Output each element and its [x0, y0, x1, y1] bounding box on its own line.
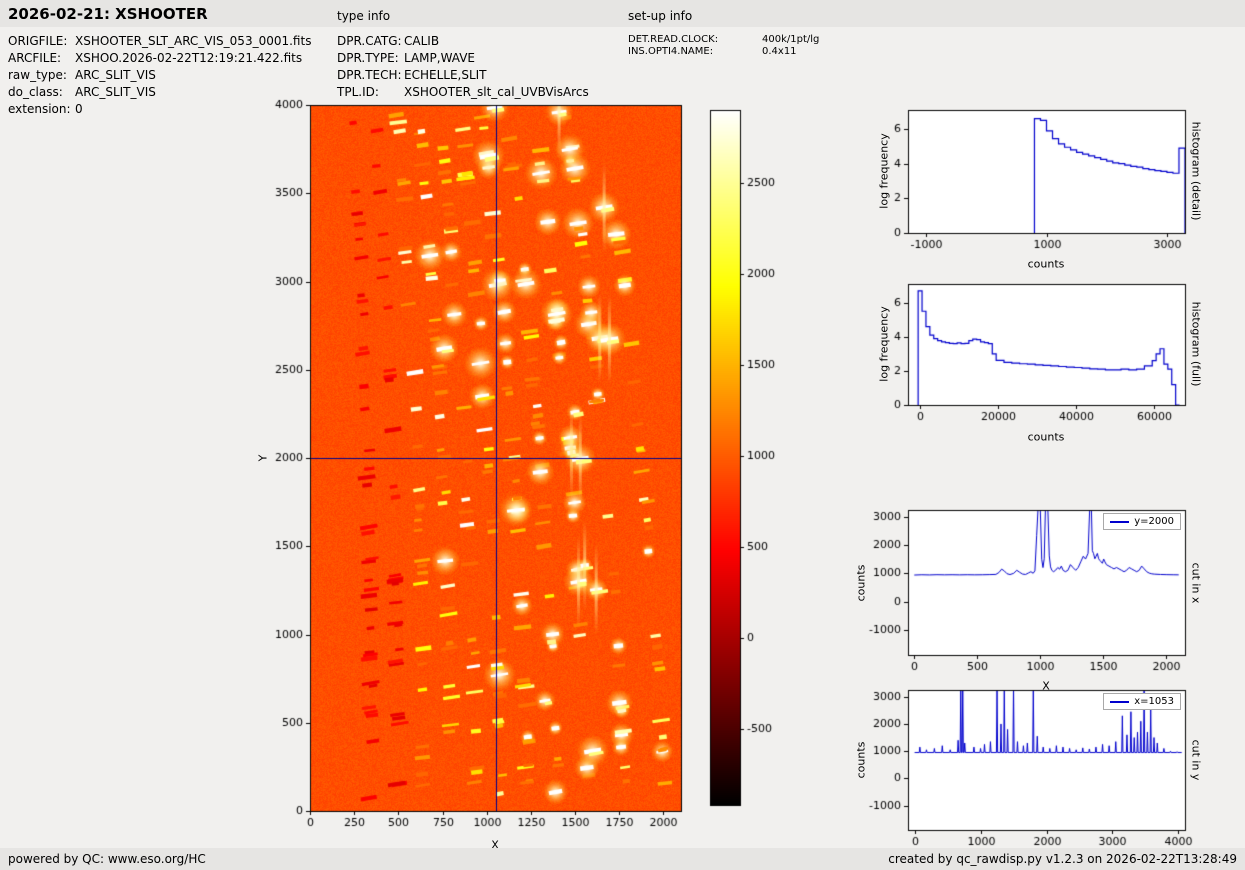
type-info-block: DPR.CATG: CALIB DPR.TYPE: LAMP,WAVE DPR.TE… — [337, 33, 589, 101]
cut-x-y-axis-label: counts — [854, 564, 868, 602]
main-x-axis-label: X — [491, 838, 499, 852]
footer-bar: powered by QC: www.eso.org/HC created by… — [0, 848, 1245, 870]
field-label: DET.READ.CLOCK: — [628, 34, 719, 45]
field-value: ARC_SLIT_VIS — [75, 85, 156, 99]
file-info-block: ORIGFILE: XSHOOTER_SLT_ARC_VIS_053_0001.f… — [8, 33, 311, 118]
setup-info-block: DET.READ.CLOCK: 400k/1pt/lg INS.OPTI4.NAM… — [628, 34, 819, 58]
cut-x-side-label: cut in x — [1189, 562, 1203, 604]
field-label: ARCFILE: — [8, 51, 62, 65]
cut-y-legend: x=1053 — [1103, 693, 1181, 710]
field-value: CALIB — [404, 34, 440, 48]
legend-line-swatch — [1110, 520, 1130, 523]
page-title: 2026-02-21: XSHOOTER — [8, 5, 208, 23]
file-info-row: ORIGFILE: XSHOOTER_SLT_ARC_VIS_053_0001.f… — [8, 33, 311, 50]
field-value: 0.4x11 — [762, 46, 797, 57]
legend-line-swatch — [1110, 700, 1130, 703]
cut-y-y-axis-label: counts — [854, 741, 868, 779]
setup-info-row: DET.READ.CLOCK: 400k/1pt/lg — [628, 34, 819, 46]
cut-x-x-axis-label: X — [1042, 679, 1050, 693]
type-info-row: DPR.CATG: CALIB — [337, 33, 589, 50]
type-info-row: DPR.TECH: ECHELLE,SLIT — [337, 67, 589, 84]
legend-label: y=2000 — [1134, 516, 1174, 527]
file-info-row: do_class: ARC_SLIT_VIS — [8, 84, 311, 101]
field-value: XSHOO.2026-02-22T12:19:21.422.fits — [75, 51, 303, 65]
setup-info-row: INS.OPTI4.NAME: 0.4x11 — [628, 46, 819, 58]
field-value: ECHELLE,SLIT — [404, 68, 487, 82]
footer-right-text: created by qc_rawdisp.py v1.2.3 on 2026-… — [888, 852, 1237, 866]
type-info-row: DPR.TYPE: LAMP,WAVE — [337, 50, 589, 67]
cut-y-side-label: cut in y — [1189, 739, 1203, 781]
hist-detail-side-label: histogram (detail) — [1189, 121, 1203, 221]
field-label: DPR.TYPE: — [337, 51, 399, 65]
file-info-row: ARCFILE: XSHOO.2026-02-22T12:19:21.422.fi… — [8, 50, 311, 67]
field-label: DPR.TECH: — [337, 68, 402, 82]
hist-full-x-axis-label: counts — [1027, 430, 1065, 444]
field-label: raw_type: — [8, 68, 67, 82]
field-value: 400k/1pt/lg — [762, 34, 820, 45]
field-label: DPR.CATG: — [337, 34, 402, 48]
setup-info-heading: set-up info — [628, 9, 693, 23]
field-label: extension: — [8, 102, 71, 116]
field-label: do_class: — [8, 85, 63, 99]
legend-label: x=1053 — [1134, 696, 1174, 707]
hist-full-y-axis-label: log frequency — [877, 306, 891, 382]
hist-full-side-label: histogram (full) — [1189, 301, 1203, 387]
field-label: ORIGFILE: — [8, 34, 68, 48]
header-bar: 2026-02-21: XSHOOTER type info set-up in… — [0, 0, 1245, 27]
type-info-heading: type info — [337, 9, 391, 23]
type-info-row: TPL.ID: XSHOOTER_slt_cal_UVBVisArcs — [337, 84, 589, 101]
field-label: TPL.ID: — [337, 85, 379, 99]
field-value: ARC_SLIT_VIS — [75, 68, 156, 82]
file-info-row: raw_type: ARC_SLIT_VIS — [8, 67, 311, 84]
main-y-axis-label: Y — [256, 454, 270, 462]
field-value: XSHOOTER_SLT_ARC_VIS_053_0001.fits — [75, 34, 312, 48]
cut-x-legend: y=2000 — [1103, 513, 1181, 530]
field-label: INS.OPTI4.NAME: — [628, 46, 714, 57]
field-value: XSHOOTER_slt_cal_UVBVisArcs — [404, 85, 589, 99]
footer-left-text: powered by QC: www.eso.org/HC — [8, 852, 206, 866]
field-value: 0 — [75, 102, 83, 116]
field-value: LAMP,WAVE — [404, 51, 476, 65]
hist-detail-y-axis-label: log frequency — [877, 133, 891, 209]
hist-detail-x-axis-label: counts — [1027, 257, 1065, 271]
file-info-row: extension: 0 — [8, 101, 311, 118]
